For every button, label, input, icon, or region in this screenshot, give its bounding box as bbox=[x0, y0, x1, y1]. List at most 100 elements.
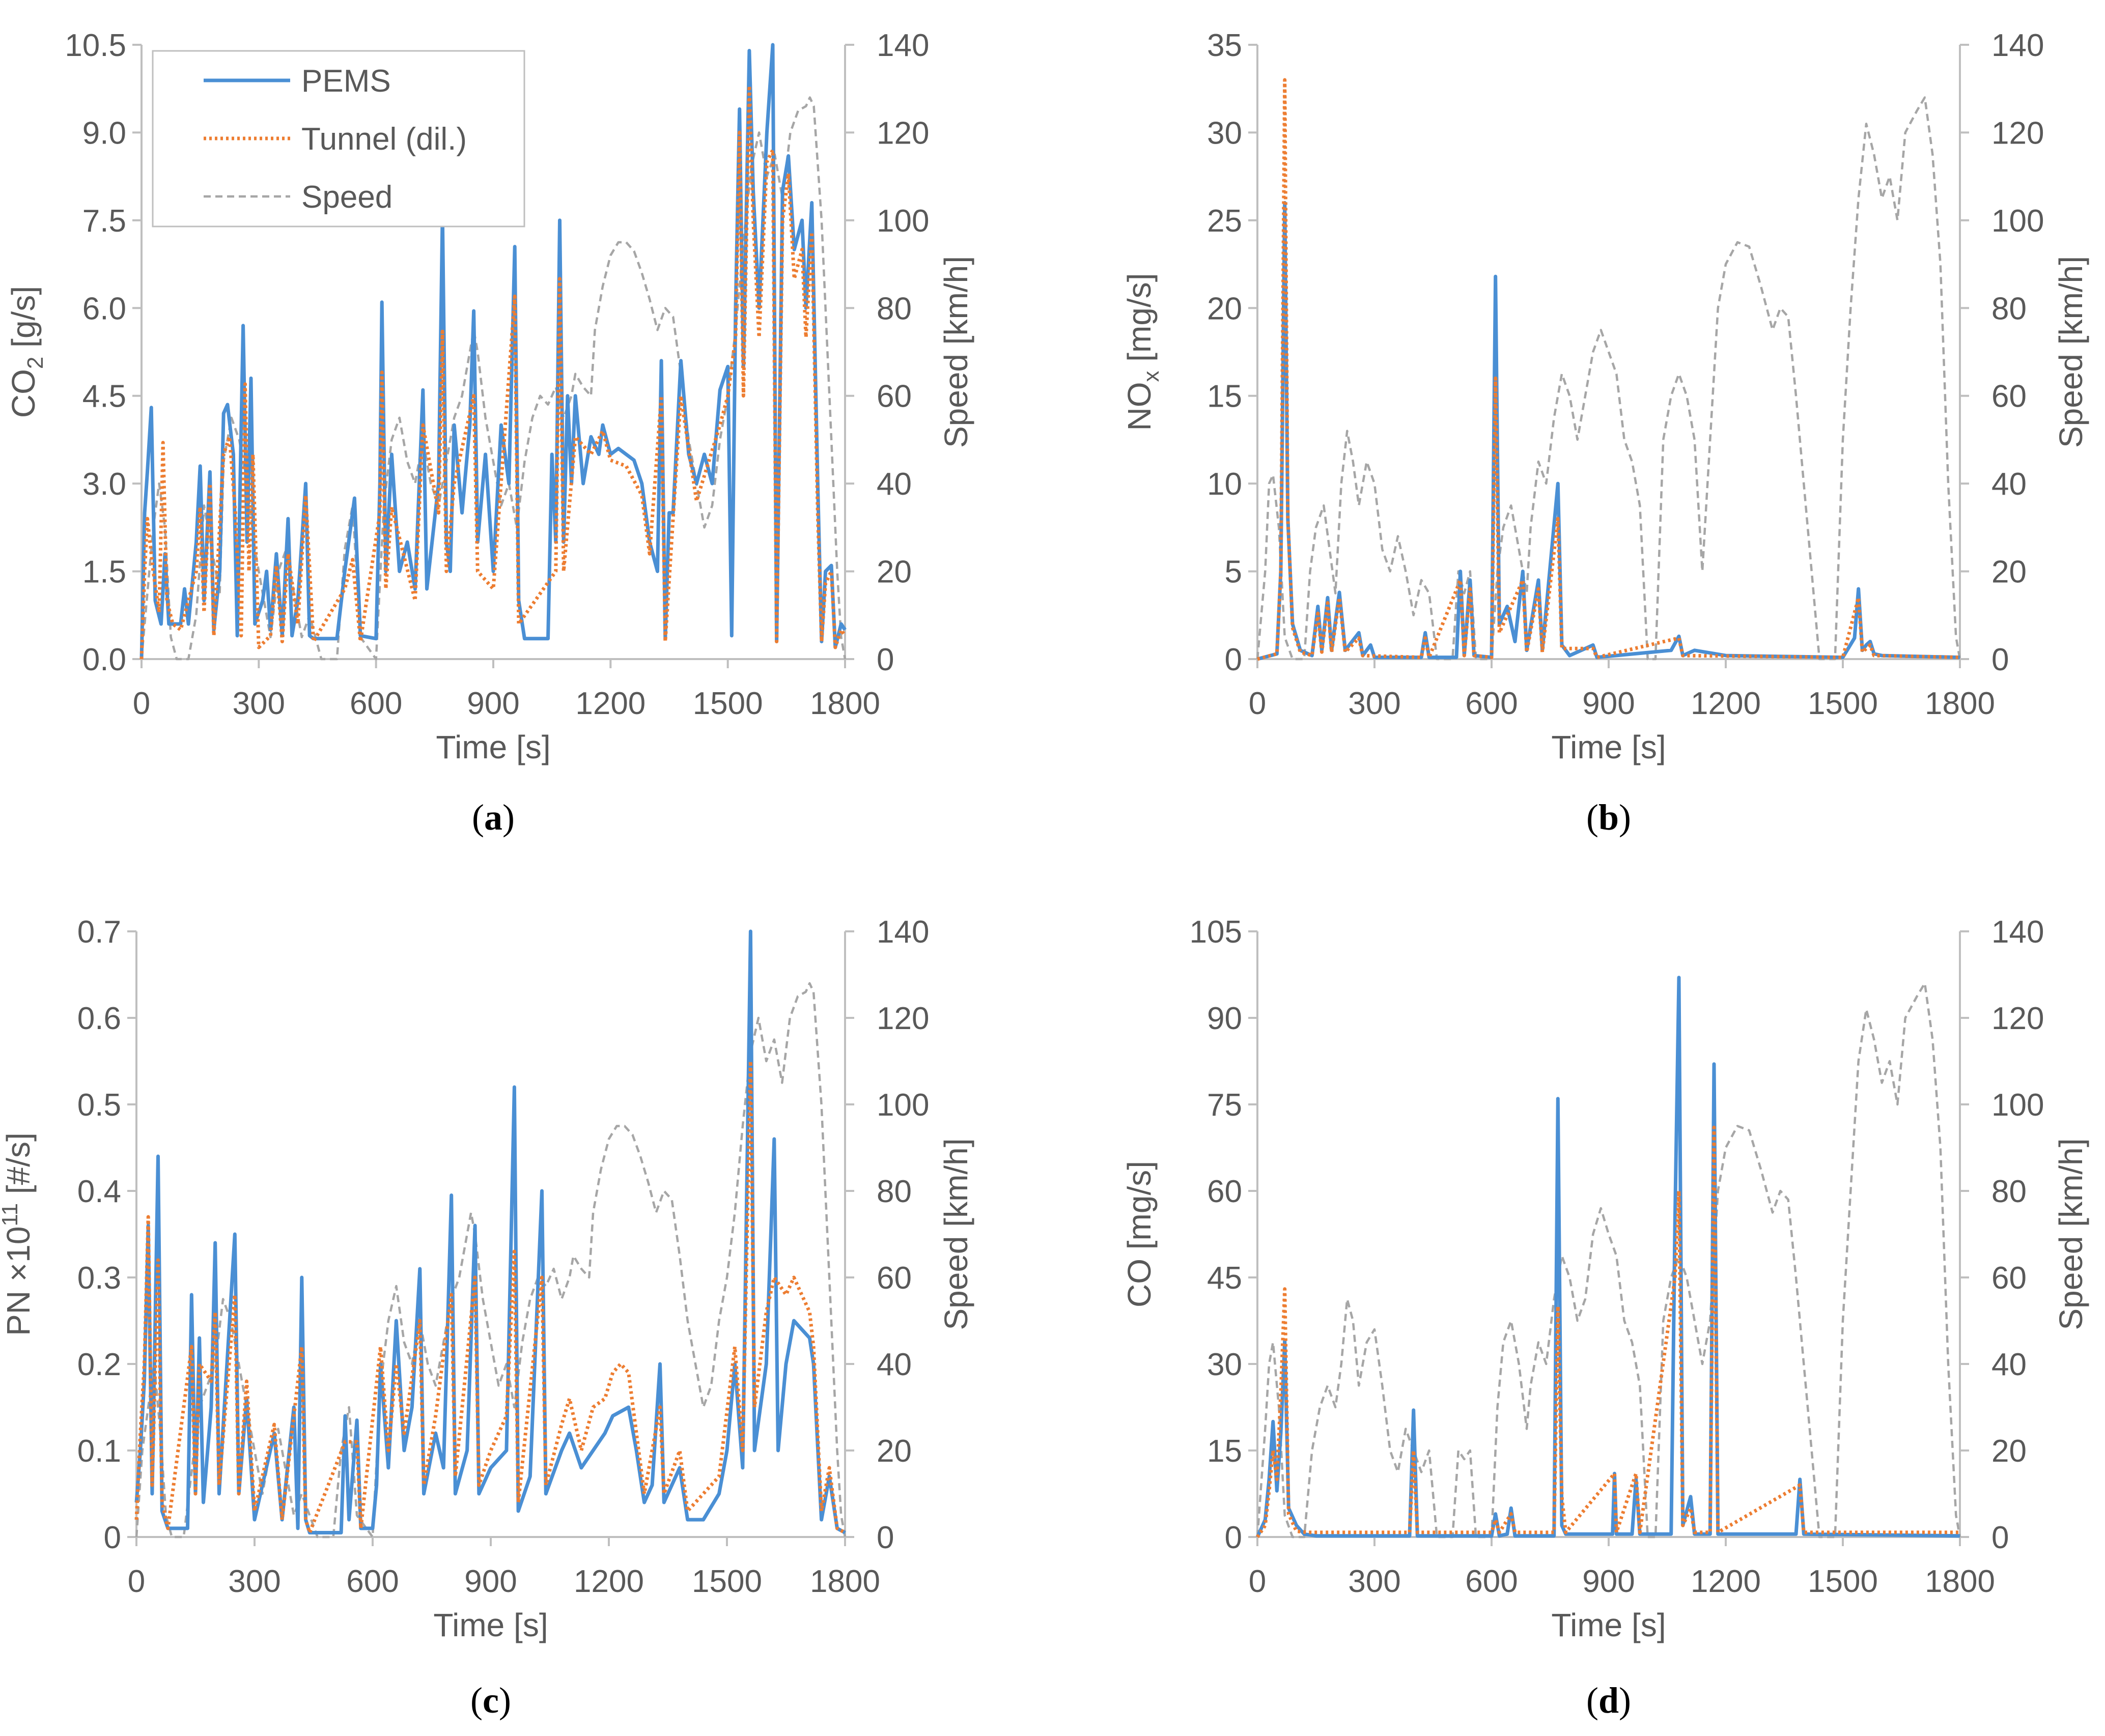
x-tick-label: 0 bbox=[1249, 686, 1266, 721]
y-tick-label: 4.5 bbox=[82, 379, 126, 414]
y2-tick-label: 60 bbox=[1991, 379, 2027, 414]
x-tick-label: 300 bbox=[1348, 1564, 1400, 1599]
x-tick-label: 1800 bbox=[1925, 1564, 1995, 1599]
x-tick-label: 0 bbox=[1249, 1564, 1266, 1599]
y-tick-label: 3.0 bbox=[82, 467, 126, 502]
panel-caption-open: ( bbox=[472, 797, 484, 838]
series-line-tunnel bbox=[1257, 78, 1960, 661]
y2-tick-label: 0 bbox=[877, 1520, 894, 1555]
y-axis-title-superscript: 11 bbox=[0, 1203, 22, 1227]
x-tick-label: 300 bbox=[1348, 686, 1400, 721]
y2-tick-label: 40 bbox=[1991, 1347, 2027, 1382]
y2-tick-label: 60 bbox=[877, 1261, 912, 1296]
y-tick-label: 0.3 bbox=[77, 1261, 121, 1296]
y-axis-title-main: CO bbox=[5, 369, 42, 418]
y-tick-label: 6.0 bbox=[82, 291, 126, 326]
y-tick-label: 60 bbox=[1207, 1174, 1242, 1209]
y2-axis-title: Speed [km/h] bbox=[938, 1138, 974, 1330]
y2-tick-label: 40 bbox=[1991, 467, 2027, 502]
y-tick-label: 105 bbox=[1190, 915, 1242, 950]
x-tick-label: 1500 bbox=[693, 686, 763, 721]
y2-tick-label: 0 bbox=[877, 642, 894, 677]
panel-caption-open: ( bbox=[470, 1680, 483, 1721]
y2-tick-label: 140 bbox=[1991, 28, 2044, 63]
legend-label-tunnel: Tunnel (dil.) bbox=[301, 122, 467, 157]
y2-tick-label: 20 bbox=[1991, 555, 2027, 590]
panel-caption-letter: a bbox=[484, 797, 502, 838]
y2-tick-label: 140 bbox=[877, 915, 929, 950]
y2-tick-label: 140 bbox=[877, 28, 929, 63]
x-tick-label: 900 bbox=[467, 686, 519, 721]
y-tick-label: 0.6 bbox=[77, 1001, 121, 1036]
panel-caption: (c) bbox=[470, 1680, 511, 1721]
x-tick-label: 600 bbox=[350, 686, 402, 721]
x-tick-label: 1200 bbox=[575, 686, 645, 721]
y-tick-label: 0.5 bbox=[77, 1088, 121, 1123]
panel-caption-letter: d bbox=[1598, 1680, 1619, 1721]
y2-tick-label: 100 bbox=[877, 1088, 929, 1123]
y-tick-label: 0.2 bbox=[77, 1347, 121, 1382]
y2-tick-label: 40 bbox=[877, 467, 912, 502]
y2-tick-label: 100 bbox=[877, 204, 929, 239]
panel-caption-close: ) bbox=[502, 797, 515, 838]
y-tick-label: 45 bbox=[1207, 1261, 1242, 1296]
y2-tick-label: 100 bbox=[1991, 204, 2044, 239]
x-tick-label: 600 bbox=[1465, 686, 1518, 721]
y-tick-label: 0.4 bbox=[77, 1174, 121, 1209]
x-axis-title: Time [s] bbox=[433, 1607, 548, 1643]
series-line-speed bbox=[1256, 96, 1961, 661]
y-axis-title-main: PN ×10 bbox=[0, 1227, 37, 1336]
x-tick-label: 1800 bbox=[810, 1564, 880, 1599]
x-tick-label: 0 bbox=[133, 686, 150, 721]
y-tick-label: 15 bbox=[1207, 379, 1242, 414]
panel-caption: (b) bbox=[1586, 797, 1631, 838]
y2-tick-label: 120 bbox=[877, 1001, 929, 1036]
y2-tick-label: 140 bbox=[1991, 915, 2044, 950]
y2-tick-label: 100 bbox=[1991, 1088, 2044, 1123]
y2-tick-label: 0 bbox=[1991, 1520, 2009, 1555]
x-tick-label: 600 bbox=[346, 1564, 399, 1599]
y-tick-label: 0.0 bbox=[82, 642, 126, 677]
y-tick-label: 35 bbox=[1207, 28, 1242, 63]
x-axis-title: Time [s] bbox=[1551, 729, 1666, 765]
y-axis-title: CO2 [g/s] bbox=[5, 286, 48, 418]
x-tick-label: 1200 bbox=[1691, 686, 1761, 721]
x-tick-label: 1200 bbox=[1691, 1564, 1761, 1599]
y-tick-label: 0 bbox=[1225, 1520, 1242, 1555]
y2-tick-label: 120 bbox=[1991, 1001, 2044, 1036]
x-tick-label: 1200 bbox=[574, 1564, 644, 1599]
y-tick-label: 10.5 bbox=[65, 28, 126, 63]
y-tick-label: 75 bbox=[1207, 1088, 1242, 1123]
legend-label-pems: PEMS bbox=[301, 64, 391, 99]
y-tick-label: 15 bbox=[1207, 1434, 1242, 1469]
series-line-pems bbox=[139, 43, 847, 660]
y-axis-title-unit: [mg/s] bbox=[1121, 273, 1158, 371]
chart-panel-d: 0 15 30 45 60 75 90 105 0 20 40 60 80 100 120 140 0 300 60… bbox=[1121, 915, 2089, 1721]
y-tick-label: 0.1 bbox=[77, 1434, 121, 1469]
x-tick-label: 0 bbox=[128, 1564, 145, 1599]
legend-label-speed: Speed bbox=[301, 180, 392, 215]
x-axis-title: Time [s] bbox=[1551, 1607, 1666, 1643]
x-tick-label: 1500 bbox=[1808, 686, 1878, 721]
panel-caption-open: ( bbox=[1586, 1680, 1598, 1721]
series-line-speed bbox=[1256, 982, 1961, 1539]
x-tick-label: 900 bbox=[1582, 686, 1635, 721]
y2-axis-title: Speed [km/h] bbox=[938, 256, 974, 448]
x-tick-label: 1800 bbox=[810, 686, 880, 721]
x-tick-label: 300 bbox=[233, 686, 285, 721]
x-tick-label: 900 bbox=[1582, 1564, 1635, 1599]
y2-tick-label: 40 bbox=[877, 1347, 912, 1382]
y2-tick-label: 60 bbox=[1991, 1261, 2027, 1296]
y2-tick-label: 120 bbox=[1991, 116, 2044, 151]
y-tick-label: 25 bbox=[1207, 204, 1242, 239]
panel-caption-open: ( bbox=[1586, 797, 1598, 838]
y2-tick-label: 80 bbox=[877, 1174, 912, 1209]
y-tick-label: 30 bbox=[1207, 116, 1242, 151]
x-tick-label: 1500 bbox=[692, 1564, 762, 1599]
y-axis-title: NOx [mg/s] bbox=[1121, 273, 1164, 431]
series-line-speed bbox=[140, 96, 847, 661]
y-axis-title-unit: [#/s] bbox=[0, 1132, 37, 1203]
y-tick-label: 9.0 bbox=[82, 116, 126, 151]
y2-tick-label: 80 bbox=[877, 291, 912, 326]
panel-caption-close: ) bbox=[1619, 797, 1631, 838]
